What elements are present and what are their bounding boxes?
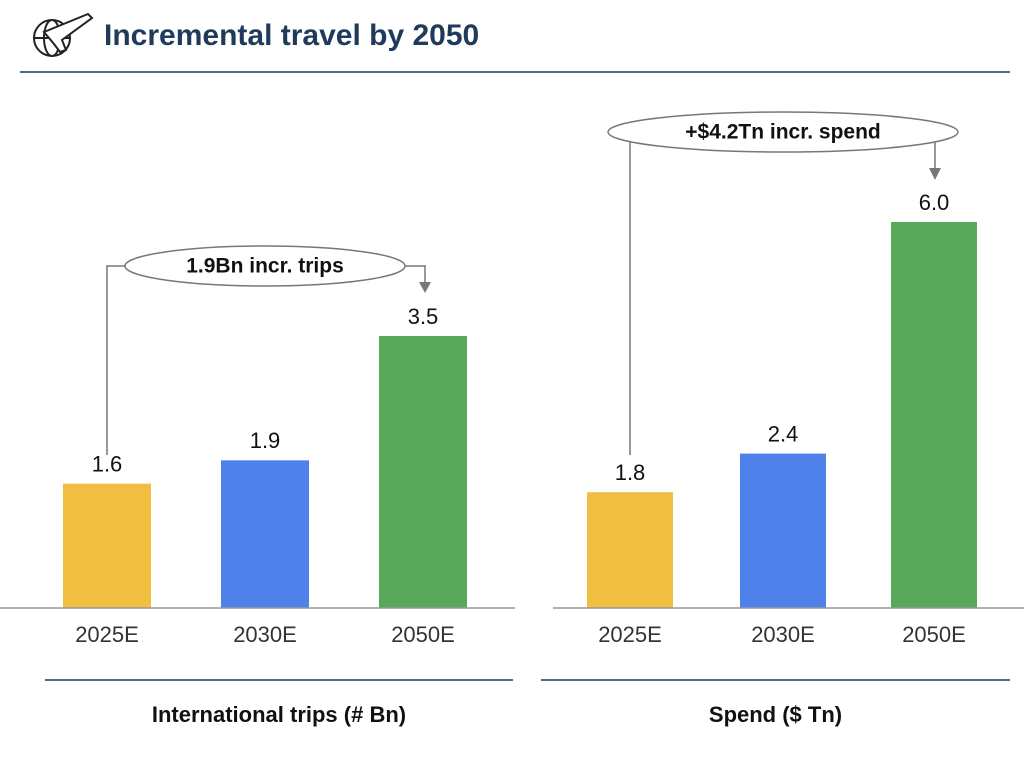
page-title: Incremental travel by 2050 — [104, 19, 479, 52]
annotation: +$4.2Tn incr. spend — [685, 121, 881, 144]
x-tick-label: 2025E — [75, 622, 139, 647]
x-tick-label: 2050E — [902, 622, 966, 647]
bar — [63, 483, 151, 608]
data-label: 3.5 — [408, 304, 439, 329]
annotation: 1.9Bn incr. trips — [186, 255, 344, 278]
x-axis-label: Spend ($ Tn) — [709, 702, 842, 727]
bar — [740, 453, 826, 608]
bar — [221, 460, 309, 608]
data-label: 1.9 — [250, 428, 281, 453]
annotation-bubble — [607, 111, 959, 153]
bar — [379, 336, 467, 608]
x-tick-label: 2025E — [598, 622, 662, 647]
icon — [33, 12, 94, 57]
annotation-bubble — [124, 245, 406, 287]
connectors — [106, 131, 958, 455]
data-label: 6.0 — [919, 190, 950, 215]
x-axis-label: International trips (# Bn) — [152, 702, 406, 727]
data-label: 1.8 — [615, 460, 646, 485]
data-label: 2.4 — [768, 421, 799, 446]
x-tick-label: 2050E — [391, 622, 455, 647]
bar — [891, 222, 977, 608]
bar — [587, 492, 673, 608]
x-tick-label: 2030E — [751, 622, 815, 647]
x-tick-label: 2030E — [233, 622, 297, 647]
data-label: 1.6 — [92, 451, 123, 476]
